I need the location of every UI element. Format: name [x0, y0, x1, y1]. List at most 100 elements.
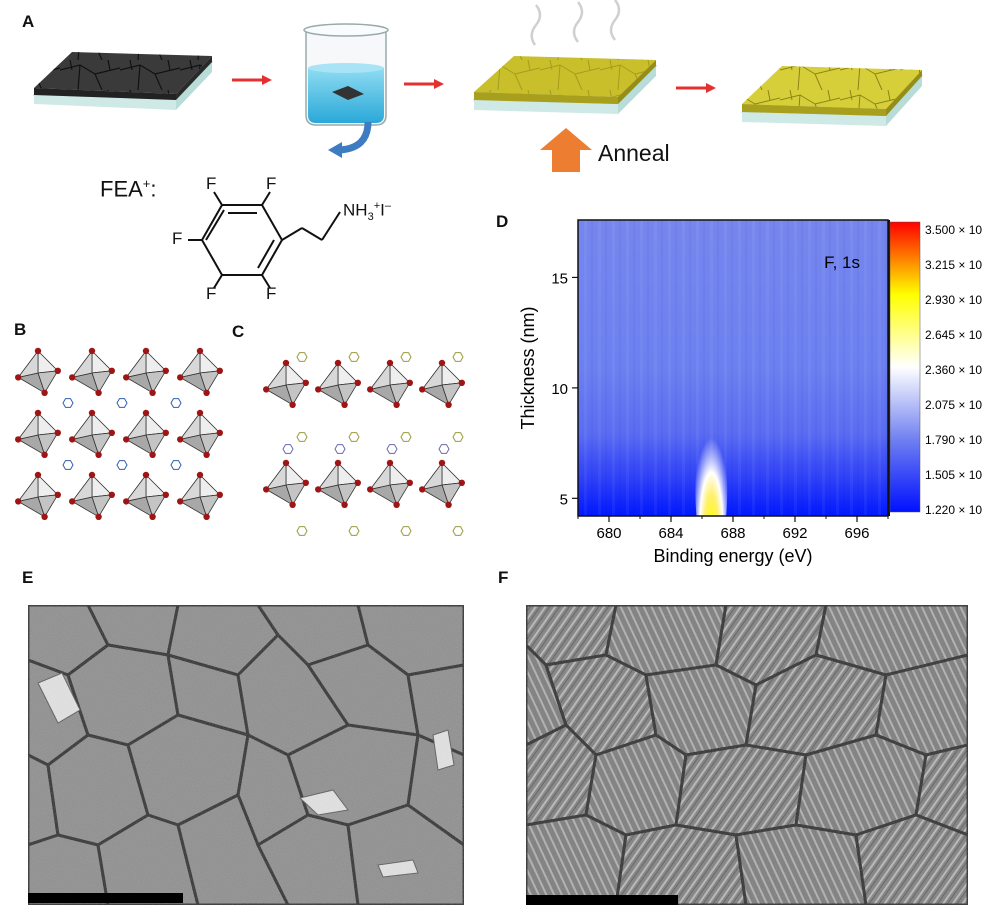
x-tick-label: 680 [596, 525, 621, 542]
fea-spacer [296, 352, 308, 362]
iodide-text: I [380, 200, 385, 220]
fluorine-atom: F [266, 174, 277, 193]
fea-spacer [452, 432, 464, 442]
organic-cation [170, 398, 182, 408]
colorbar-tick-label: 2.360 × 10 [925, 363, 982, 377]
amine-charge: + [373, 200, 381, 212]
colorbar-tick-label: 3.500 × 10 [925, 223, 982, 237]
y-tick-label: 5 [560, 491, 568, 508]
fea-spacer [282, 444, 294, 454]
y-axis-label: Thickness (nm) [518, 306, 538, 429]
fea-spacer [296, 526, 308, 536]
organic-cation [62, 398, 74, 408]
film-yellow-coated [472, 56, 658, 114]
fea-spacer [386, 444, 398, 454]
fea-spacer [452, 352, 464, 362]
f1s-peak-mark [695, 416, 728, 516]
octahedron [263, 459, 309, 508]
organic-cation [170, 460, 182, 470]
fluorine-atom: F [206, 174, 217, 193]
x-tick-label: 696 [844, 525, 869, 542]
octahedron [367, 359, 413, 408]
panel-label-c: C [232, 322, 245, 341]
y-tick-label: 10 [551, 381, 568, 398]
octahedron [123, 347, 169, 396]
panel-label-a: A [22, 12, 35, 31]
panel-a-schematic [32, 0, 924, 289]
octahedron [177, 471, 223, 520]
process-arrow-2 [404, 79, 444, 89]
fea-spacer [400, 526, 412, 536]
ammonium-iodide-group: NH3+I– [343, 200, 391, 223]
octahedron [177, 409, 223, 458]
organic-cation [116, 460, 128, 470]
fea-colon: : [150, 176, 157, 202]
fea-spacer [400, 352, 412, 362]
organic-cation [116, 398, 128, 408]
fluorine-atom: F [266, 284, 277, 303]
octahedron [15, 409, 61, 458]
x-tick-label: 688 [720, 525, 745, 542]
fea-molecule-structure [188, 191, 341, 289]
colorbar-tick-label: 3.215 × 10 [925, 258, 982, 272]
colorbar-tick-label: 1.790 × 10 [925, 433, 982, 447]
fea-spacer [296, 432, 308, 442]
fea-cation-label: FEA+: [100, 176, 157, 202]
fea-spacer [348, 432, 360, 442]
panel-label-f: F [498, 568, 509, 587]
fea-charge: + [142, 176, 151, 191]
colorbar-tick-label: 2.930 × 10 [925, 293, 982, 307]
x-tick-label: 684 [658, 525, 683, 542]
process-arrow-1 [232, 75, 272, 85]
octahedron [123, 409, 169, 458]
octahedron [69, 347, 116, 396]
octahedron [177, 347, 223, 396]
sem-image-control [28, 605, 464, 905]
heat-waves-icon [530, 0, 621, 46]
fea-spacer [400, 432, 412, 442]
x-tick-label: 692 [782, 525, 807, 542]
panel-label-d: D [496, 212, 509, 231]
octahedron [263, 359, 309, 408]
amine-subscript: 3 [367, 211, 374, 224]
amine-text: NH [343, 200, 368, 220]
y-tick-label: 15 [551, 270, 568, 287]
anneal-arrow-icon [540, 128, 592, 172]
octahedron [419, 459, 465, 508]
organic-cation [62, 460, 74, 470]
process-arrow-3 [676, 83, 716, 93]
fea-text: FEA [100, 176, 143, 202]
film-yellow-annealed [740, 66, 924, 126]
plot-right-border [888, 220, 890, 516]
colorbar [889, 221, 921, 513]
octahedron [315, 359, 361, 408]
beaker-icon [303, 23, 389, 158]
scale-bar [526, 895, 678, 905]
octahedron [69, 471, 116, 520]
colorbar-tick-label: 2.645 × 10 [925, 328, 982, 342]
anneal-label: Anneal [598, 140, 670, 166]
fea-spacer [334, 444, 346, 454]
octahedron [367, 459, 413, 508]
octahedron [15, 347, 61, 396]
colorbar-tick-label: 1.220 × 10 [925, 503, 982, 517]
octahedron [123, 471, 169, 520]
colorbar-tick-label: 2.075 × 10 [925, 398, 982, 412]
crystal-structure-3d [15, 347, 223, 520]
peak-annotation: F, 1s [824, 253, 860, 272]
octahedron [419, 359, 465, 408]
fluorine-atom: F [172, 229, 183, 248]
colorbar-tick-label: 1.505 × 10 [925, 468, 982, 482]
crystal-structure-2d [263, 352, 465, 536]
film-dark [32, 52, 214, 110]
octahedron [69, 409, 116, 458]
scale-bar [28, 893, 183, 903]
panel-label-b: B [14, 320, 27, 339]
octahedron [15, 471, 61, 520]
x-axis-label: Binding energy (eV) [653, 546, 812, 566]
panel-label-e: E [22, 568, 34, 587]
fluorine-atom: F [206, 284, 217, 303]
fea-spacer [348, 526, 360, 536]
fea-spacer [348, 352, 360, 362]
fea-spacer [438, 444, 450, 454]
